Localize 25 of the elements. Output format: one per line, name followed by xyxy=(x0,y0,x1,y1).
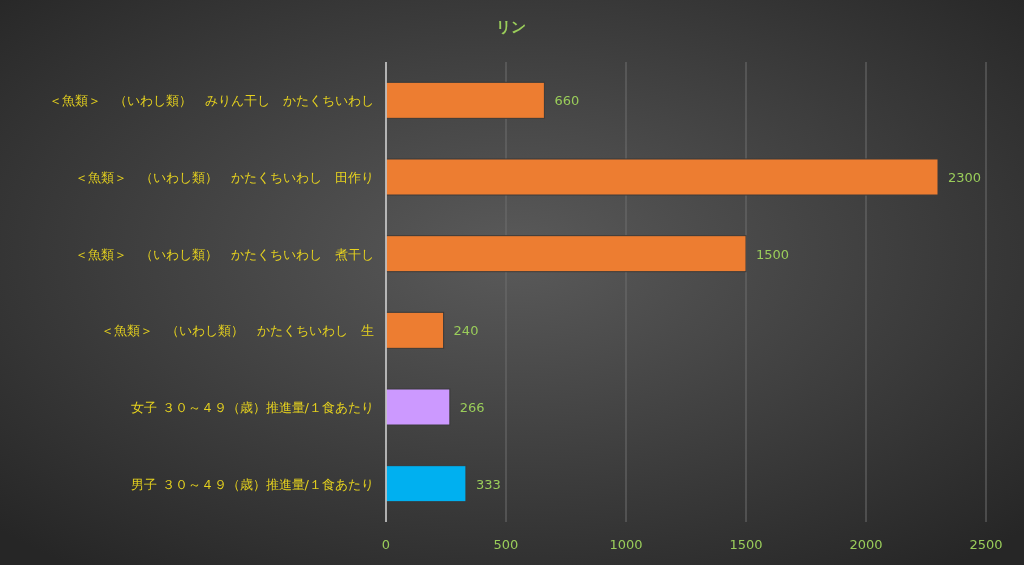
data-label: 333 xyxy=(475,476,501,492)
bar xyxy=(385,235,747,273)
x-tick-label: 500 xyxy=(493,537,519,552)
data-label: 660 xyxy=(554,93,580,109)
x-tick-label: 2500 xyxy=(969,537,1003,552)
data-label: 266 xyxy=(459,400,485,415)
bar xyxy=(385,81,545,119)
x-tick-label: 2000 xyxy=(849,537,883,552)
y-tick-label: 女子 ３０～４９（歳）推進量/１食あたり xyxy=(131,400,374,415)
x-tick-label: 0 xyxy=(381,537,391,552)
bar xyxy=(385,388,451,426)
y-tick-label: ＜魚類＞ （いわし類） かたくちいわし 煮干し xyxy=(75,246,374,262)
x-tick-label: 1000 xyxy=(609,537,643,552)
y-tick-label: 男子 ３０～４９（歳）推進量/１食あたり xyxy=(131,476,374,492)
y-tick-label: ＜魚類＞ （いわし類） かたくちいわし 田作り xyxy=(75,170,374,185)
bar xyxy=(385,158,939,196)
data-label: 240 xyxy=(453,323,479,339)
y-tick-label: ＜魚類＞ （いわし類） かたくちいわし 生 xyxy=(101,323,374,339)
data-label: 1500 xyxy=(756,246,790,262)
bar xyxy=(385,311,445,349)
bar xyxy=(385,465,467,503)
data-label: 2300 xyxy=(948,170,982,185)
y-tick-label: ＜魚類＞ （いわし類） みりん干し かたくちいわし xyxy=(49,93,374,109)
chart-title: リン xyxy=(496,18,526,36)
x-tick-label: 1500 xyxy=(729,537,763,552)
